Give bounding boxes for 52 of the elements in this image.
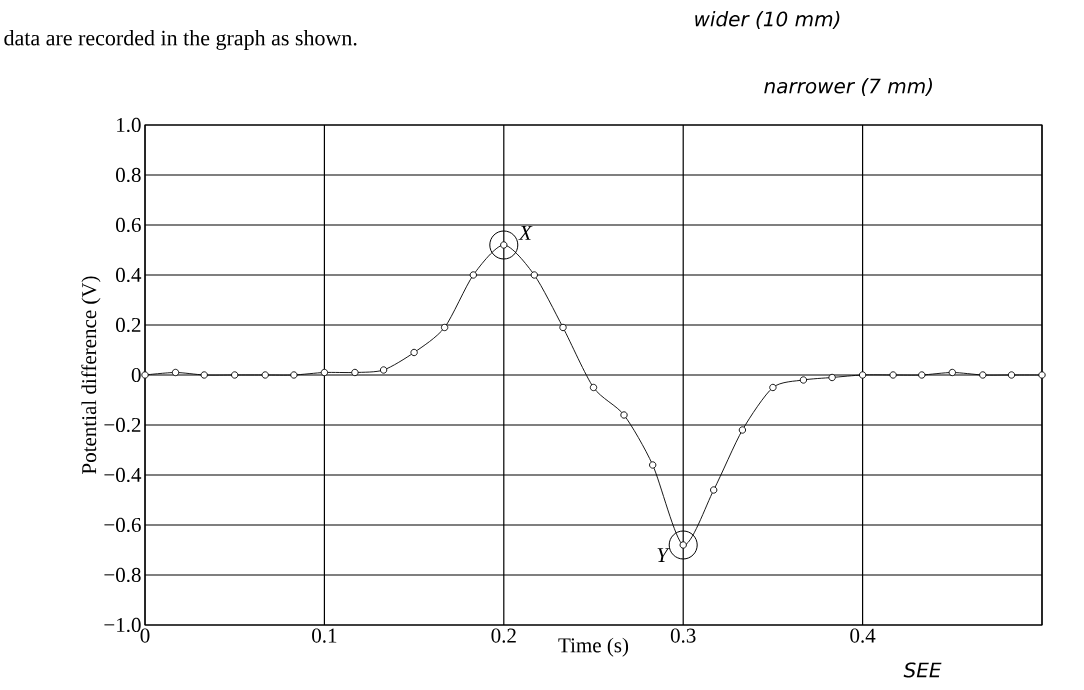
point [379,366,388,374]
point [589,383,598,392]
y-tick-label: −0.4 [104,467,142,483]
y-axis-title: Potential difference (V) [81,276,101,474]
annotation: X [518,226,533,240]
x-tick-label: 0.1 [312,628,337,643]
point [141,371,149,379]
point [979,371,987,379]
point [1007,371,1016,379]
y-tick-label: −0.6 [104,517,141,533]
x-axis-title: Time (s) [558,637,629,657]
y-tick-label: 0.6 [116,217,141,233]
point [261,371,269,379]
point [320,368,329,377]
y-tick-label: 0 [131,367,141,383]
text: SEE [903,662,942,678]
y-tick-label: 1.0 [117,117,141,133]
point [200,371,208,379]
y-tick-label: −0.2 [104,417,141,433]
point [410,348,418,357]
x-tick-label: 0.4 [850,628,876,643]
y-tick-label: 0.8 [116,167,141,183]
text: narrower (7 mm) [764,78,932,96]
point [559,323,567,332]
point [769,383,777,392]
point [440,323,449,332]
point [649,461,657,469]
point [530,271,538,279]
point [469,271,477,279]
point [948,368,956,377]
point [710,486,718,494]
x-tick-label: 0.2 [491,628,516,643]
point [171,368,180,377]
y-tick-label: −1.0 [104,617,141,633]
point [799,376,808,384]
point [231,371,239,379]
point [290,371,298,379]
point [351,368,359,377]
y-tick-label: 0.4 [116,267,142,283]
point [858,371,867,379]
point [1038,371,1046,379]
point [620,411,628,419]
chart-title: data are recorded in the graph as shown. [4,29,357,50]
point [828,373,836,382]
text: wider (10 mm) [695,11,840,29]
point [918,371,926,379]
point [738,426,747,434]
annotation: Y [657,548,670,562]
point [889,371,897,379]
x-tick-label: 0.3 [670,628,696,643]
y-tick-label: 0.2 [116,317,141,333]
y-tick-label: −0.8 [104,567,141,583]
